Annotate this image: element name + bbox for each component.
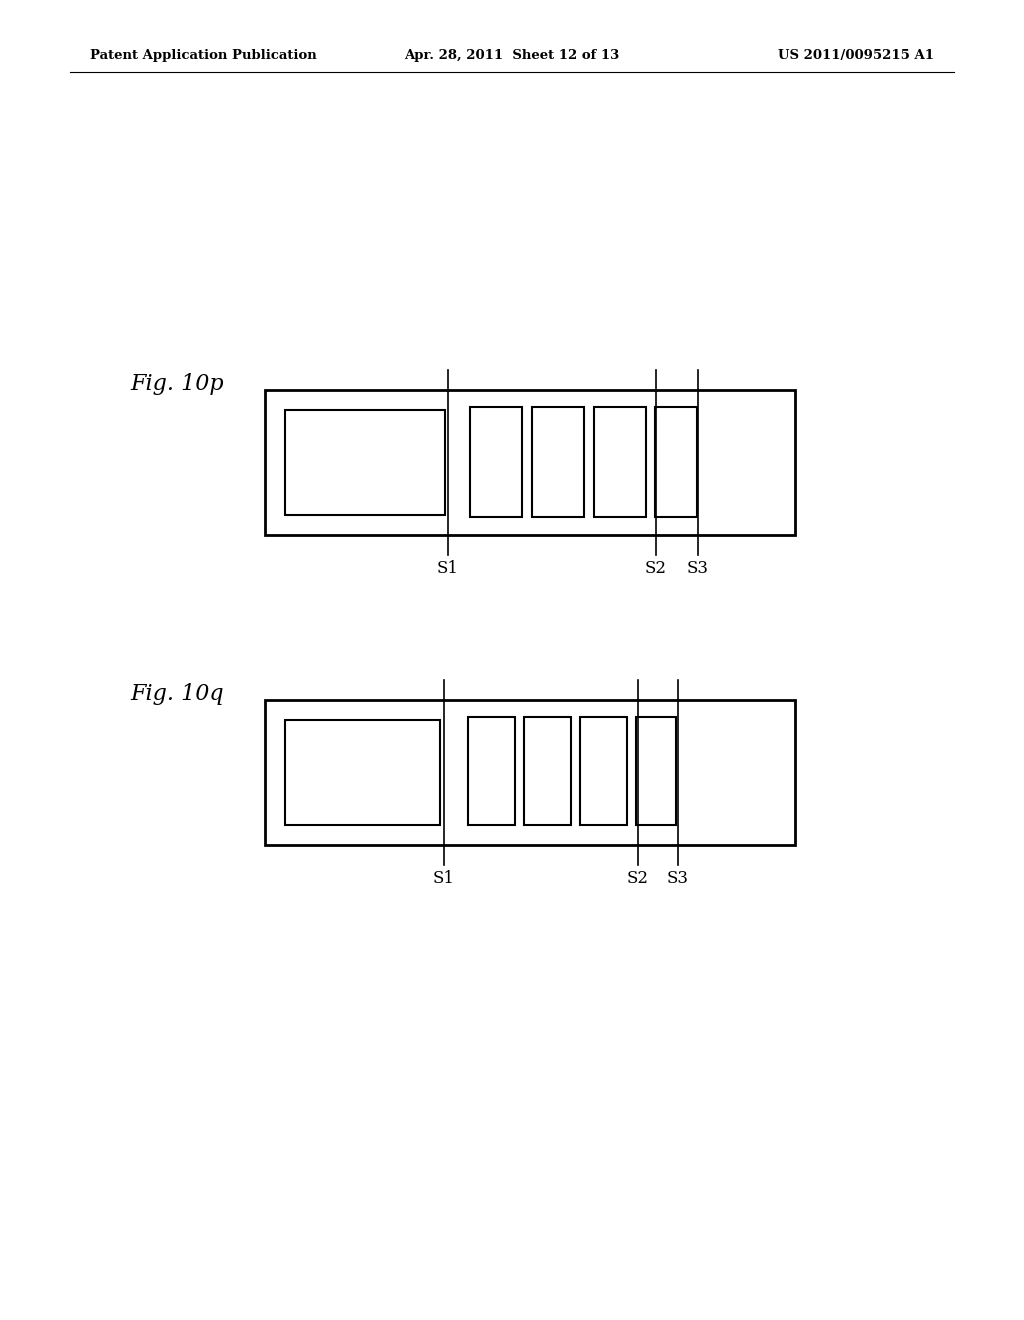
Text: S3: S3 — [667, 870, 689, 887]
Text: Fig. 10q: Fig. 10q — [130, 682, 223, 705]
Text: S1: S1 — [437, 560, 459, 577]
Text: US 2011/0095215 A1: US 2011/0095215 A1 — [778, 49, 934, 62]
Bar — [532, 407, 584, 517]
Bar — [470, 407, 522, 517]
Bar — [265, 389, 795, 535]
Bar — [636, 717, 676, 825]
Bar — [524, 717, 571, 825]
Bar — [285, 411, 445, 515]
Text: Fig. 10p: Fig. 10p — [130, 374, 223, 395]
Text: S2: S2 — [627, 870, 649, 887]
Bar — [468, 717, 515, 825]
Text: S2: S2 — [645, 560, 667, 577]
Text: S1: S1 — [433, 870, 455, 887]
Bar — [580, 717, 627, 825]
Text: Patent Application Publication: Patent Application Publication — [90, 49, 316, 62]
Bar — [655, 407, 697, 517]
Bar — [594, 407, 646, 517]
Bar — [285, 719, 440, 825]
Bar — [265, 700, 795, 845]
Text: Apr. 28, 2011  Sheet 12 of 13: Apr. 28, 2011 Sheet 12 of 13 — [404, 49, 620, 62]
Text: S3: S3 — [687, 560, 709, 577]
